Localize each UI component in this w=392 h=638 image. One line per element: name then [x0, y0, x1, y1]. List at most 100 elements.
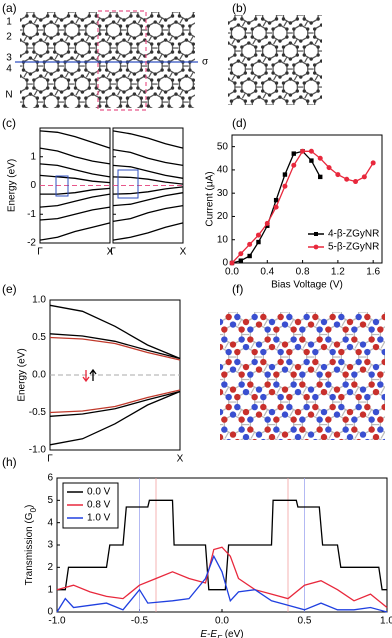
link — [96, 17, 101, 24]
atom — [28, 92, 33, 96]
atom — [267, 93, 272, 97]
orbital — [381, 449, 387, 455]
atom — [53, 122, 56, 125]
orbital — [273, 381, 280, 388]
link — [212, 410, 216, 416]
series-line — [112, 130, 184, 149]
orbital — [294, 318, 302, 326]
atom — [223, 99, 226, 102]
label-part: ) — [24, 505, 35, 508]
ring — [106, 93, 122, 108]
link — [211, 3, 214, 8]
atom — [67, 6, 70, 9]
atom — [59, 90, 64, 94]
link — [86, 0, 89, 5]
atom — [80, 54, 85, 58]
atom — [18, 110, 21, 113]
atom — [150, 6, 153, 9]
ring — [34, 112, 48, 128]
link — [253, 3, 256, 8]
ring — [325, 7, 339, 23]
atom — [67, 114, 70, 117]
atom — [111, 20, 116, 24]
ring — [251, 24, 267, 42]
atom — [267, 41, 272, 45]
atom — [184, 38, 189, 42]
link — [189, 35, 194, 42]
link — [241, 92, 246, 99]
atom — [334, 35, 337, 38]
atom — [46, 50, 50, 54]
atom — [115, 42, 119, 46]
atom — [95, 6, 98, 9]
orbital — [277, 449, 283, 455]
link — [250, 386, 256, 394]
atom — [15, 68, 18, 71]
atom — [115, 122, 118, 125]
link — [380, 386, 385, 394]
ring — [250, 279, 267, 299]
ring — [22, 57, 38, 75]
atom — [312, 99, 317, 103]
atom — [212, 45, 215, 48]
link — [106, 35, 111, 42]
ring — [211, 58, 225, 74]
orbital — [338, 393, 345, 401]
atom — [191, 42, 195, 46]
atom — [163, 74, 168, 78]
orbital — [386, 366, 392, 372]
orbital — [333, 341, 341, 348]
atom — [0, 2, 1, 5]
atom — [25, 42, 29, 46]
atom — [264, 71, 268, 75]
x-tick-label: Γ — [37, 247, 43, 258]
atom — [327, 71, 330, 74]
atom — [254, 53, 258, 57]
atom — [212, 50, 215, 53]
atom — [73, 78, 78, 82]
atom — [11, 42, 14, 45]
atom — [212, 42, 215, 45]
atom — [21, 96, 26, 100]
atom — [52, 14, 57, 18]
atom — [330, 5, 333, 8]
link — [241, 56, 246, 63]
orbital — [377, 371, 384, 378]
atom — [112, 0, 115, 3]
orbital — [316, 371, 323, 378]
atom — [185, 2, 188, 5]
atom — [163, 90, 168, 94]
atom — [154, 0, 157, 3]
atom — [278, 75, 282, 79]
atom — [156, 42, 161, 46]
atom — [327, 107, 330, 110]
atom — [49, 20, 53, 24]
atom — [32, 114, 35, 117]
link — [368, 455, 372, 461]
y-tick-label: 4 — [47, 517, 53, 528]
marker — [318, 174, 323, 180]
series-line — [56, 554, 388, 613]
orbital — [195, 426, 201, 432]
orbital — [364, 438, 370, 440]
orbital — [359, 366, 367, 373]
atom — [133, 0, 136, 3]
atom — [122, 18, 126, 22]
orbital — [342, 371, 349, 378]
atom — [177, 14, 182, 18]
link — [34, 126, 37, 131]
atom — [278, 23, 282, 27]
atom — [39, 74, 43, 78]
series-line — [39, 130, 111, 149]
ring — [106, 21, 122, 39]
ring — [200, 79, 214, 95]
orbital — [303, 449, 309, 455]
ring — [262, 78, 278, 96]
link — [201, 126, 204, 131]
link — [138, 126, 141, 131]
atom — [209, 71, 212, 74]
orbital — [303, 358, 310, 366]
marker — [273, 204, 279, 210]
series-line — [39, 147, 111, 165]
atom — [0, 18, 1, 21]
